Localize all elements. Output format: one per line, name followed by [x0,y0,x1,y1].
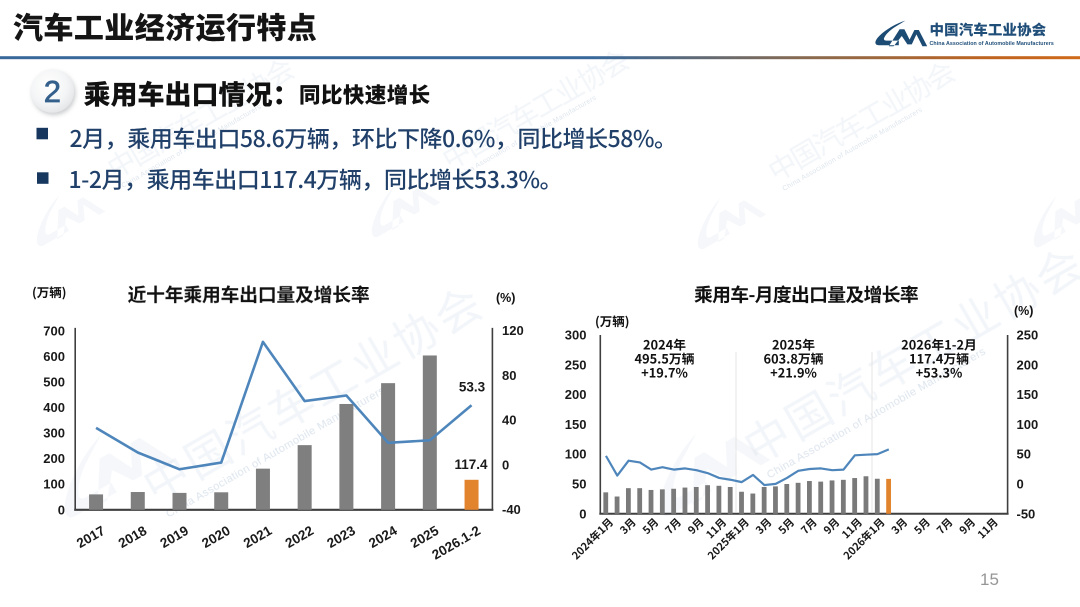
svg-text:40: 40 [502,413,516,428]
svg-text:150: 150 [565,417,587,432]
svg-text:500: 500 [43,375,65,390]
svg-text:0: 0 [58,502,65,517]
svg-text:700: 700 [43,323,65,338]
svg-text:0: 0 [579,506,586,521]
svg-text:300: 300 [565,328,587,343]
svg-text:100: 100 [43,477,65,492]
svg-text:(%): (%) [496,291,515,305]
svg-text:100: 100 [565,447,587,462]
svg-text:200: 200 [565,387,587,402]
svg-text:0: 0 [1017,477,1024,492]
svg-text:250: 250 [1017,328,1039,343]
svg-text:(%): (%) [1014,304,1033,318]
svg-text:2: 2 [44,74,61,109]
svg-text:250: 250 [565,357,587,372]
svg-text:50: 50 [1017,447,1031,462]
svg-text:200: 200 [43,451,65,466]
svg-text:150: 150 [1017,387,1039,402]
svg-text:100: 100 [1017,417,1039,432]
svg-text:400: 400 [43,400,65,415]
svg-text:600: 600 [43,349,65,364]
svg-text:-50: -50 [1017,506,1036,521]
svg-text:-40: -40 [502,502,521,517]
svg-text:200: 200 [1017,357,1039,372]
svg-text:15: 15 [980,570,999,589]
svg-text:300: 300 [43,426,65,441]
svg-text:50: 50 [572,477,586,492]
svg-text:China Association of Automobil: China Association of Automobile Manufact… [930,41,1054,47]
svg-text:120: 120 [502,323,524,338]
svg-text:53.3: 53.3 [459,380,486,395]
svg-text:117.4: 117.4 [454,457,488,472]
svg-text:0: 0 [502,457,509,472]
svg-text:80: 80 [502,368,516,383]
